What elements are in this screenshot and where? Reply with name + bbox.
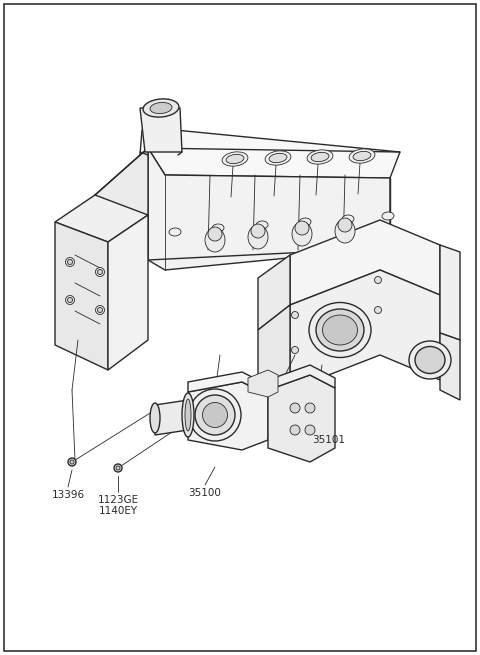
Text: 1140EY: 1140EY bbox=[98, 506, 138, 516]
Ellipse shape bbox=[150, 102, 172, 113]
Ellipse shape bbox=[205, 228, 225, 252]
Polygon shape bbox=[290, 270, 440, 390]
Ellipse shape bbox=[96, 267, 105, 276]
Text: 35101: 35101 bbox=[312, 435, 345, 445]
Ellipse shape bbox=[291, 312, 299, 318]
Ellipse shape bbox=[342, 215, 354, 223]
Polygon shape bbox=[108, 215, 148, 370]
Ellipse shape bbox=[409, 341, 451, 379]
Ellipse shape bbox=[338, 218, 352, 232]
Ellipse shape bbox=[185, 399, 191, 431]
Ellipse shape bbox=[169, 228, 181, 236]
Ellipse shape bbox=[116, 466, 120, 470]
Ellipse shape bbox=[97, 269, 103, 274]
Ellipse shape bbox=[305, 425, 315, 435]
Ellipse shape bbox=[291, 346, 299, 354]
Ellipse shape bbox=[269, 153, 287, 162]
Ellipse shape bbox=[96, 305, 105, 314]
Polygon shape bbox=[440, 333, 460, 400]
Ellipse shape bbox=[256, 221, 268, 229]
Ellipse shape bbox=[415, 346, 445, 373]
Ellipse shape bbox=[292, 222, 312, 246]
Polygon shape bbox=[95, 148, 148, 305]
Ellipse shape bbox=[323, 315, 358, 345]
Ellipse shape bbox=[248, 225, 268, 249]
Polygon shape bbox=[258, 255, 290, 330]
Ellipse shape bbox=[290, 425, 300, 435]
Ellipse shape bbox=[295, 221, 309, 235]
Ellipse shape bbox=[290, 403, 300, 413]
Ellipse shape bbox=[307, 150, 333, 164]
Ellipse shape bbox=[143, 99, 179, 117]
Polygon shape bbox=[148, 130, 400, 178]
Polygon shape bbox=[290, 220, 440, 305]
Ellipse shape bbox=[311, 153, 329, 162]
Ellipse shape bbox=[150, 403, 160, 433]
Ellipse shape bbox=[97, 307, 103, 312]
Ellipse shape bbox=[189, 389, 241, 441]
Polygon shape bbox=[140, 108, 182, 152]
Polygon shape bbox=[188, 382, 268, 450]
Ellipse shape bbox=[251, 224, 265, 238]
Ellipse shape bbox=[212, 224, 224, 232]
Ellipse shape bbox=[68, 259, 72, 265]
Text: 35100: 35100 bbox=[189, 488, 221, 498]
Ellipse shape bbox=[353, 151, 371, 160]
Polygon shape bbox=[148, 148, 390, 270]
Ellipse shape bbox=[68, 297, 72, 303]
Ellipse shape bbox=[382, 212, 394, 220]
Ellipse shape bbox=[114, 464, 122, 472]
Ellipse shape bbox=[70, 460, 74, 464]
Ellipse shape bbox=[349, 149, 375, 163]
Polygon shape bbox=[258, 305, 290, 415]
Polygon shape bbox=[268, 365, 335, 390]
Ellipse shape bbox=[309, 303, 371, 358]
Ellipse shape bbox=[316, 309, 364, 351]
Text: 1123GE: 1123GE bbox=[97, 495, 139, 505]
Polygon shape bbox=[248, 370, 278, 397]
Ellipse shape bbox=[374, 307, 382, 314]
Ellipse shape bbox=[299, 218, 311, 226]
Ellipse shape bbox=[68, 458, 76, 466]
Polygon shape bbox=[55, 222, 108, 370]
Ellipse shape bbox=[226, 155, 244, 164]
Ellipse shape bbox=[305, 403, 315, 413]
Ellipse shape bbox=[374, 276, 382, 284]
Ellipse shape bbox=[203, 403, 228, 428]
Ellipse shape bbox=[208, 227, 222, 241]
Ellipse shape bbox=[182, 393, 194, 437]
Polygon shape bbox=[440, 245, 460, 340]
Polygon shape bbox=[155, 400, 188, 435]
Text: 13396: 13396 bbox=[51, 490, 84, 500]
Polygon shape bbox=[55, 195, 148, 242]
Ellipse shape bbox=[335, 219, 355, 243]
Ellipse shape bbox=[265, 151, 291, 165]
Ellipse shape bbox=[65, 257, 74, 267]
Polygon shape bbox=[188, 372, 268, 395]
Ellipse shape bbox=[195, 395, 235, 435]
Ellipse shape bbox=[222, 152, 248, 166]
Polygon shape bbox=[268, 375, 335, 462]
Ellipse shape bbox=[65, 295, 74, 305]
